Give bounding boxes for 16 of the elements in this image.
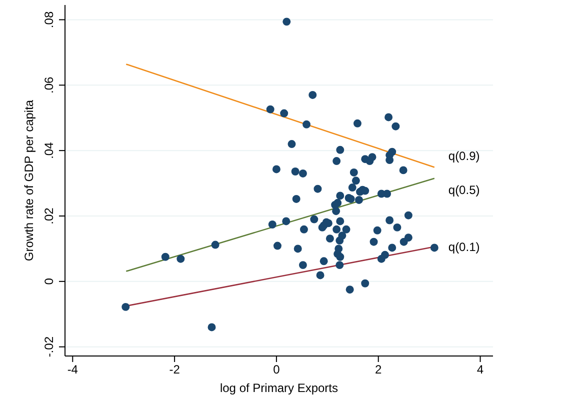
x-axis-title: log of Primary Exports [220,381,338,395]
y-tick-label: .02 [42,207,56,224]
y-tick-label: 0 [42,278,56,285]
series-label: q(0.9) [448,149,480,164]
x-tick-label: -2 [169,362,180,377]
y-tick-label: .04 [42,142,56,159]
series-label: q(0.5) [448,183,480,198]
x-tick-label: 2 [375,362,382,377]
y-tick-label: .08 [42,11,56,28]
x-tick-label: -4 [67,362,78,377]
x-tick-label: 4 [476,362,484,377]
series-label: q(0.1) [448,240,480,254]
x-tick-label: 0 [273,362,280,377]
y-tick-label: .06 [42,76,56,94]
y-tick-label: -.02 [42,336,56,358]
y-axis-title: Growth rate of GDP per capita [22,100,36,262]
